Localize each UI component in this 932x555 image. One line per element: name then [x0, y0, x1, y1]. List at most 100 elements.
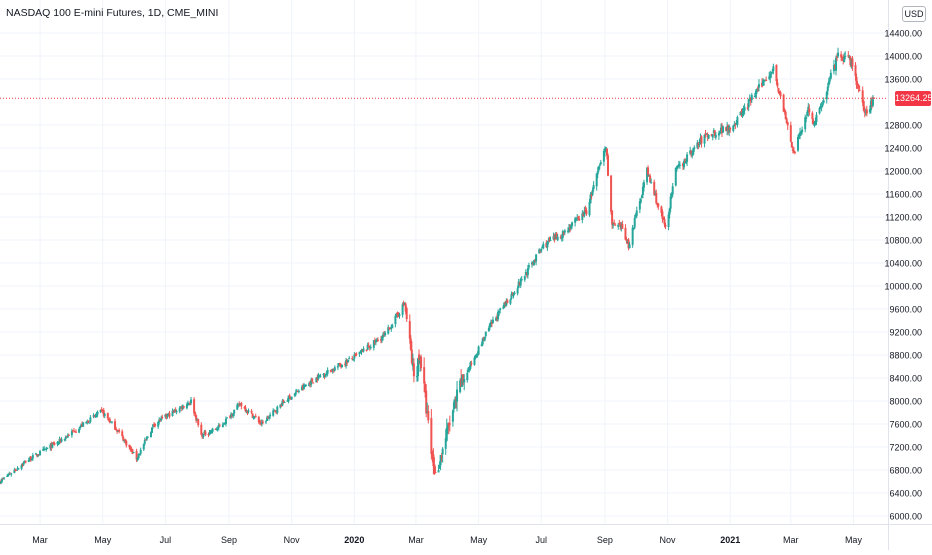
candle-body — [190, 399, 193, 404]
candle-up — [747, 98, 750, 112]
candle-body — [480, 344, 483, 347]
candle-up — [869, 97, 872, 114]
candle-down — [462, 374, 465, 386]
candle-body — [793, 151, 796, 153]
candle-body — [617, 224, 620, 227]
candle-body — [143, 440, 146, 444]
candle-up — [394, 313, 397, 328]
candle-body — [367, 345, 370, 348]
candle-up — [805, 115, 808, 123]
candle-body — [754, 90, 757, 98]
candle-down — [29, 455, 32, 462]
candle-down — [532, 261, 535, 266]
candle-body — [861, 90, 864, 103]
candle-up — [563, 229, 566, 235]
candle-down — [193, 397, 196, 416]
candle-down — [418, 349, 421, 365]
candle-up — [295, 388, 298, 392]
candle-body — [2, 478, 5, 480]
candle-down — [128, 444, 131, 450]
candle-body — [276, 406, 279, 413]
candle-body — [308, 383, 311, 387]
candle-body — [8, 473, 11, 475]
candle-body — [51, 443, 54, 448]
candle-body — [28, 457, 31, 461]
candle-body — [268, 416, 271, 418]
candle-body — [309, 382, 312, 386]
candle-body — [301, 385, 304, 389]
candle-down — [614, 222, 617, 226]
candle-up — [89, 415, 92, 424]
candle-body — [441, 448, 444, 455]
candle-body — [175, 411, 178, 413]
candle-body — [53, 443, 56, 445]
candle-up — [691, 150, 694, 159]
candle-body — [312, 382, 315, 384]
candle-up — [689, 146, 692, 156]
candle-body — [641, 186, 644, 196]
candle-body — [605, 148, 608, 156]
candle-body — [590, 194, 593, 196]
candle-down — [125, 439, 128, 448]
candle-up — [556, 233, 559, 242]
candle-down — [87, 420, 90, 423]
candle-up — [641, 182, 644, 199]
candle-up — [202, 433, 205, 439]
candle-down — [144, 439, 147, 441]
candle-body — [717, 132, 720, 136]
currency-badge[interactable]: USD — [902, 6, 926, 22]
candle-body — [735, 123, 738, 125]
price-tick-label: 6000.00 — [889, 512, 922, 522]
candle-down — [75, 429, 77, 433]
candle-body — [603, 148, 606, 153]
candle-body — [520, 279, 523, 281]
candle-down — [455, 395, 457, 409]
candle-body — [274, 410, 277, 412]
price-axis[interactable]: 6000.00 6400.00 6800.00 7200.00 7600.00 8000.… — [884, 29, 922, 522]
candle-body — [94, 415, 97, 417]
candle-up — [800, 130, 803, 136]
candle-body — [447, 423, 450, 426]
candle-down — [655, 189, 658, 205]
candle-up — [345, 357, 348, 369]
candle-up — [88, 422, 91, 424]
candle-body — [684, 161, 687, 163]
candle-down — [231, 413, 234, 418]
candle-down — [388, 327, 391, 331]
candle-body — [671, 186, 674, 195]
candle-down — [404, 302, 407, 315]
candle-down — [740, 108, 743, 117]
candle-up — [268, 416, 271, 421]
candle-up — [283, 401, 286, 403]
price-tick-label: 7200.00 — [889, 443, 922, 453]
candle-body — [613, 222, 616, 225]
candle-body — [513, 292, 516, 295]
candle-body — [209, 430, 212, 434]
candle-body — [195, 415, 198, 421]
candle-up — [232, 412, 235, 419]
candle-down — [811, 111, 814, 124]
candle-body — [756, 87, 759, 89]
candle-up — [374, 339, 377, 346]
candle-up — [215, 427, 218, 431]
candle-up — [303, 382, 305, 390]
candle-up — [132, 451, 135, 454]
time-axis[interactable]: Mar May Jul Sep Nov 2020 Mar May Jul Sep Nov 2021 Ma… — [32, 535, 862, 545]
candle-body — [772, 66, 775, 72]
candle-up — [570, 224, 573, 231]
candle-up — [714, 132, 717, 140]
candle-body — [734, 123, 737, 126]
candle-up — [675, 165, 678, 172]
candle-up — [187, 402, 190, 406]
candle-up — [64, 435, 67, 442]
candle-up — [635, 206, 638, 219]
candle-up — [733, 121, 736, 127]
candle-body — [801, 129, 804, 133]
candle-down — [791, 145, 794, 154]
candle-body — [319, 375, 322, 377]
candle-up — [581, 210, 584, 224]
candle-down — [490, 319, 493, 327]
candle-body — [329, 370, 332, 372]
